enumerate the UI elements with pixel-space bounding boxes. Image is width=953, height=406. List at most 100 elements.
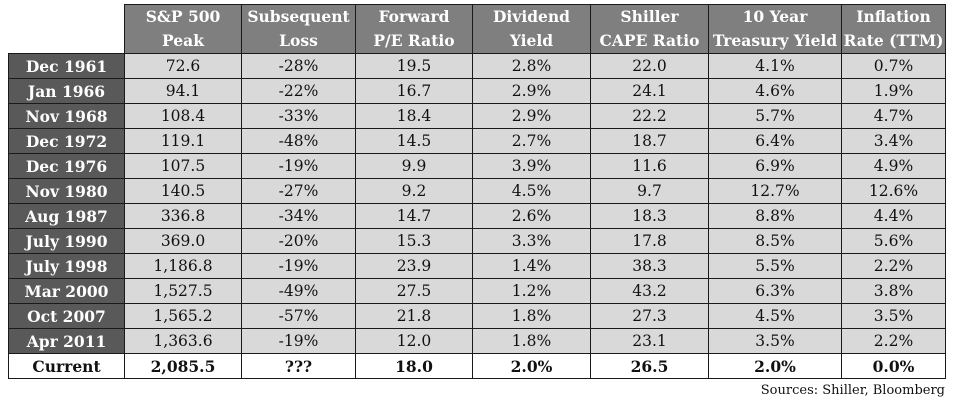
table-cell: 1.9% xyxy=(841,78,946,104)
table-cell: 43.2 xyxy=(590,278,709,304)
table-row: Nov 1980 140.5 -27% 9.2 4.5% 9.7 12.7% 12.6% xyxy=(8,178,946,204)
column-header-line: Yield xyxy=(509,31,554,50)
table-cell: 9.9 xyxy=(355,153,473,179)
table-cell: 4.1% xyxy=(708,53,842,79)
column-header-line: Forward xyxy=(378,7,450,26)
row-label-cell: Aug 1987 xyxy=(8,203,125,229)
table-row: July 1998 1,186.8 -19% 23.9 1.4% 38.3 5.5% 2.2% xyxy=(8,253,946,279)
table-cell: 12.6% xyxy=(841,178,946,204)
table-cell: -19% xyxy=(241,253,356,279)
table-cell: 9.7 xyxy=(590,178,709,204)
table-cell: 3.3% xyxy=(472,228,591,254)
header-corner-cell xyxy=(8,4,125,54)
subsequent-loss-header: Subsequent Loss xyxy=(241,4,356,54)
forward-pe-header: Forward P/E Ratio xyxy=(355,4,473,54)
table-row: Jan 1966 94.1 -22% 16.7 2.9% 24.1 4.6% 1.9% xyxy=(8,78,946,104)
column-header-line: Loss xyxy=(279,31,318,50)
table-cell: 16.7 xyxy=(355,78,473,104)
table-row: Mar 2000 1,527.5 -49% 27.5 1.2% 43.2 6.3% 3.8% xyxy=(8,278,946,304)
table-cell: 3.8% xyxy=(841,278,946,304)
row-label-cell: Oct 2007 xyxy=(8,303,125,329)
table-cell: 0.7% xyxy=(841,53,946,79)
table-cell: 27.5 xyxy=(355,278,473,304)
table-row: Aug 1987 336.8 -34% 14.7 2.6% 18.3 8.8% 4.4% xyxy=(8,203,946,229)
table-cell: 1.8% xyxy=(472,328,591,354)
table-cell: 18.0 xyxy=(355,353,473,379)
table-cell: 12.0 xyxy=(355,328,473,354)
table-cell: 26.5 xyxy=(590,353,709,379)
table-cell: 15.3 xyxy=(355,228,473,254)
column-header-line: 10 Year xyxy=(742,7,808,26)
table-cell: 23.1 xyxy=(590,328,709,354)
column-header-line: P/E Ratio xyxy=(373,31,455,50)
column-header-line: Dividend xyxy=(492,7,571,26)
table-row: Dec 1961 72.6 -28% 19.5 2.8% 22.0 4.1% 0.7% xyxy=(8,53,946,79)
table-cell: 6.3% xyxy=(708,278,842,304)
table-cell: 1,527.5 xyxy=(124,278,242,304)
table-cell: 18.3 xyxy=(590,203,709,229)
column-header-line: CAPE Ratio xyxy=(599,31,700,50)
table-cell: -57% xyxy=(241,303,356,329)
table-cell: 1.8% xyxy=(472,303,591,329)
table-cell: 8.5% xyxy=(708,228,842,254)
column-header-line: Rate (TTM) xyxy=(843,31,944,50)
table-cell: 1,565.2 xyxy=(124,303,242,329)
column-header-line: S&P 500 xyxy=(145,7,221,26)
table-cell: 94.1 xyxy=(124,78,242,104)
table-cell: 24.1 xyxy=(590,78,709,104)
sp500-peak-header: S&P 500 Peak xyxy=(124,4,242,54)
table-cell: 3.4% xyxy=(841,128,946,154)
column-header-line: Treasury Yield xyxy=(712,31,838,50)
table-cell: 5.6% xyxy=(841,228,946,254)
table-cell: 6.4% xyxy=(708,128,842,154)
table-cell: 5.7% xyxy=(708,103,842,129)
table-cell: 23.9 xyxy=(355,253,473,279)
table-cell: 140.5 xyxy=(124,178,242,204)
table-cell: 9.2 xyxy=(355,178,473,204)
table-cell: 27.3 xyxy=(590,303,709,329)
row-label-cell: Dec 1976 xyxy=(8,153,125,179)
table-cell: 4.7% xyxy=(841,103,946,129)
table-cell: 38.3 xyxy=(590,253,709,279)
table-cell: 2.2% xyxy=(841,253,946,279)
table-cell: 2.8% xyxy=(472,53,591,79)
table-cell: 14.5 xyxy=(355,128,473,154)
table-cell: 1,363.6 xyxy=(124,328,242,354)
table-row: July 1990 369.0 -20% 15.3 3.3% 17.8 8.5% 5.6% xyxy=(8,228,946,254)
table-cell: 22.0 xyxy=(590,53,709,79)
table-cell: 12.7% xyxy=(708,178,842,204)
column-header-line: Subsequent xyxy=(247,7,350,26)
table-row: Dec 1972 119.1 -48% 14.5 2.7% 18.7 6.4% 3.4% xyxy=(8,128,946,154)
table-row: Dec 1976 107.5 -19% 9.9 3.9% 11.6 6.9% 4.9% xyxy=(8,153,946,179)
table-cell: 14.7 xyxy=(355,203,473,229)
table-cell: 18.7 xyxy=(590,128,709,154)
table-row: Apr 2011 1,363.6 -19% 12.0 1.8% 23.1 3.5% 2.2% xyxy=(8,328,946,354)
table-cell: 108.4 xyxy=(124,103,242,129)
table-cell: 11.6 xyxy=(590,153,709,179)
row-label-cell: July 1990 xyxy=(8,228,125,254)
table-cell: 4.6% xyxy=(708,78,842,104)
row-label-cell: Current xyxy=(8,353,125,379)
table-cell: 2.6% xyxy=(472,203,591,229)
table-cell: 2.9% xyxy=(472,78,591,104)
table-cell: -34% xyxy=(241,203,356,229)
table-cell: -22% xyxy=(241,78,356,104)
table-cell: -33% xyxy=(241,103,356,129)
table-cell: 1.4% xyxy=(472,253,591,279)
table-row: Oct 2007 1,565.2 -57% 21.8 1.8% 27.3 4.5% 3.5% xyxy=(8,303,946,329)
table-cell: 4.5% xyxy=(708,303,842,329)
table-cell: 6.9% xyxy=(708,153,842,179)
table-cell: 2.0% xyxy=(708,353,842,379)
table-cell: 3.5% xyxy=(708,328,842,354)
column-header-line: Shiller xyxy=(620,7,679,26)
inflation-rate-header: Inflation Rate (TTM) xyxy=(841,4,946,54)
column-header-line: Inflation xyxy=(856,7,931,26)
table-cell: 4.9% xyxy=(841,153,946,179)
treasury-yield-header: 10 Year Treasury Yield xyxy=(708,4,842,54)
table-cell: 2.7% xyxy=(472,128,591,154)
table-cell: 21.8 xyxy=(355,303,473,329)
row-label-cell: Jan 1966 xyxy=(8,78,125,104)
table-cell: -48% xyxy=(241,128,356,154)
table-cell: 22.2 xyxy=(590,103,709,129)
current-row: Current 2,085.5??? 18.0 2.0% 26.5 2.0% 0.0% xyxy=(8,353,946,379)
